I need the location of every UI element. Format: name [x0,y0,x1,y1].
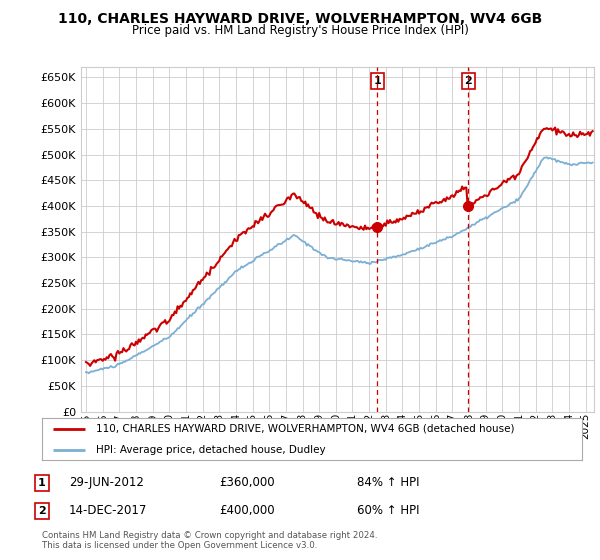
Text: 1: 1 [38,478,46,488]
Text: Contains HM Land Registry data © Crown copyright and database right 2024.
This d: Contains HM Land Registry data © Crown c… [42,530,377,550]
Text: HPI: Average price, detached house, Dudley: HPI: Average price, detached house, Dudl… [96,445,326,455]
Text: 110, CHARLES HAYWARD DRIVE, WOLVERHAMPTON, WV4 6GB (detached house): 110, CHARLES HAYWARD DRIVE, WOLVERHAMPTO… [96,424,515,434]
Text: £360,000: £360,000 [219,476,275,489]
Text: 1: 1 [374,76,382,86]
Text: 14-DEC-2017: 14-DEC-2017 [69,504,148,517]
Text: 29-JUN-2012: 29-JUN-2012 [69,476,144,489]
Text: 2: 2 [464,76,472,86]
Text: 84% ↑ HPI: 84% ↑ HPI [357,476,419,489]
Text: £400,000: £400,000 [219,504,275,517]
Text: 110, CHARLES HAYWARD DRIVE, WOLVERHAMPTON, WV4 6GB: 110, CHARLES HAYWARD DRIVE, WOLVERHAMPTO… [58,12,542,26]
Text: Price paid vs. HM Land Registry's House Price Index (HPI): Price paid vs. HM Land Registry's House … [131,24,469,37]
Text: 60% ↑ HPI: 60% ↑ HPI [357,504,419,517]
Text: 2: 2 [38,506,46,516]
